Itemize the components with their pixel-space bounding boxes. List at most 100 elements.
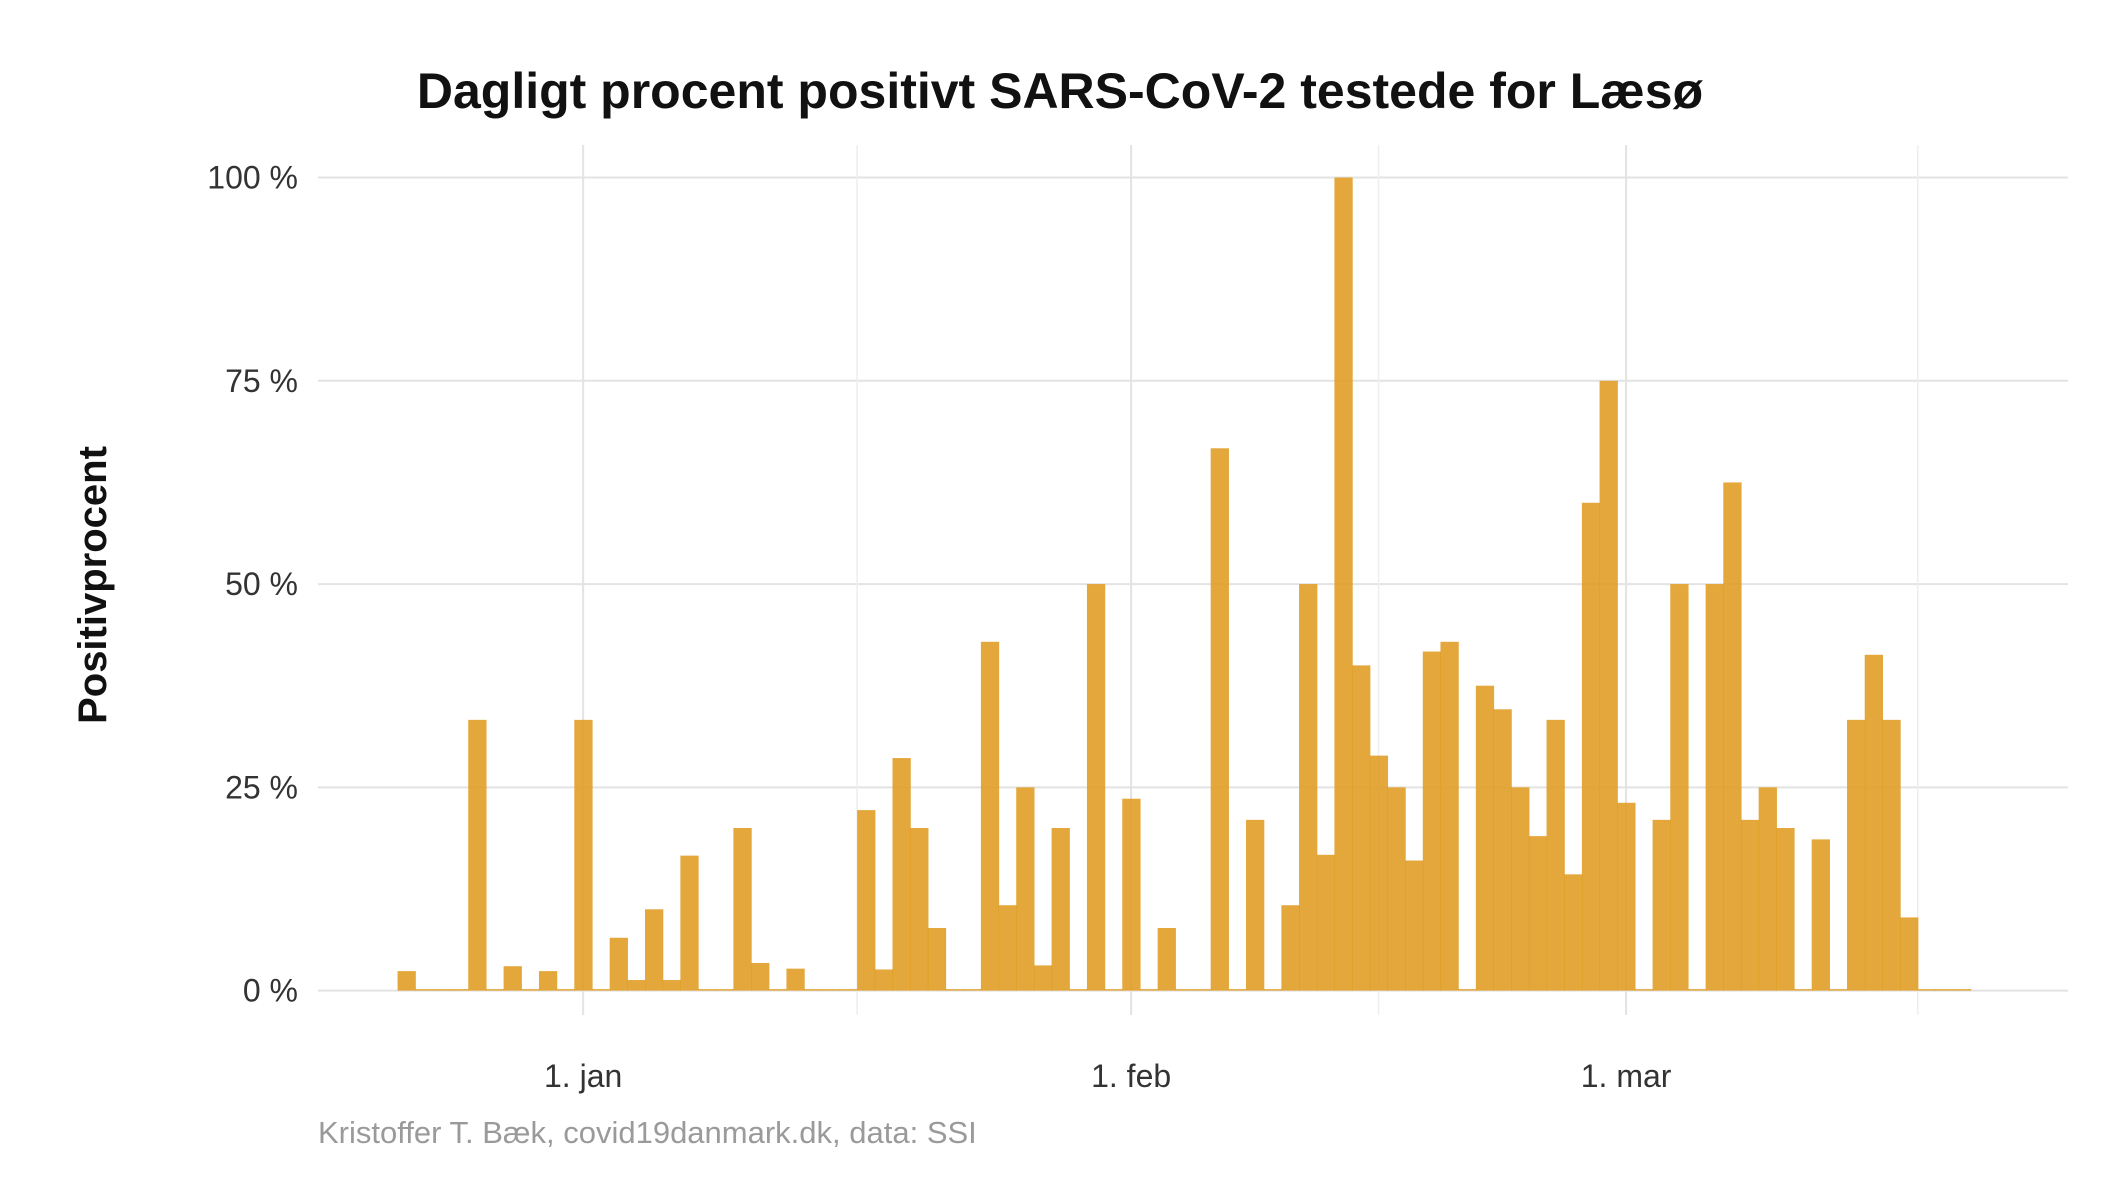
bar [1546,719,1565,991]
bar [768,989,788,991]
bar [468,719,487,991]
bar [538,971,558,991]
y-tick-label: 25 % [225,769,298,805]
bar [1705,584,1724,991]
bar [1670,584,1689,991]
bar [1157,928,1176,991]
bar [574,719,593,991]
bar [1564,874,1583,991]
bar [733,827,752,991]
bar [1723,482,1742,991]
bar [503,966,522,991]
bars [397,177,1972,991]
y-tick-label: 0 % [243,973,298,1009]
bar [1422,651,1442,991]
bar [1917,989,1937,991]
bar [1864,654,1883,991]
bar [1617,802,1636,991]
bar [1369,755,1389,991]
bar [1776,827,1795,991]
bar [1139,989,1159,991]
bar [1051,827,1070,991]
bar [1193,989,1212,991]
bar [432,989,452,991]
bar [1528,836,1548,991]
grid-lines [318,145,2068,1015]
bar [1493,709,1512,991]
bar [1935,989,1954,991]
bar [1652,819,1671,991]
bar [786,968,805,991]
x-tick-label: 1. mar [1581,1058,1672,1094]
bar [1246,819,1265,991]
bar [1811,839,1830,991]
bar [839,989,858,991]
x-axis-ticks: 1. jan 1. feb 1. mar [544,1058,1672,1094]
bar [874,969,894,991]
bar [1794,989,1813,991]
bar [1263,989,1282,991]
bar [1511,787,1530,991]
bar [521,989,540,991]
bar [1458,989,1477,991]
bar [1847,719,1866,991]
x-tick-label: 1. jan [544,1058,622,1094]
bar [821,989,841,991]
bar [1599,380,1618,991]
y-tick-label: 50 % [225,566,298,602]
bar [945,989,964,991]
bar [698,989,717,991]
bar [910,827,929,991]
bar [1033,965,1053,991]
bar [857,810,876,991]
chart-caption: Kristoffer T. Bæk, covid19danmark.dk, da… [318,1115,977,1150]
bar [591,989,611,991]
y-tick-label: 75 % [225,363,298,399]
bar [1069,989,1088,991]
bar [927,928,947,991]
bar [1581,502,1601,991]
bar [1900,917,1919,991]
bar [1016,787,1035,991]
bar [662,980,681,991]
bar [804,989,823,991]
bar [1334,177,1353,991]
x-tick-label: 1. feb [1091,1058,1171,1094]
bar [680,855,699,991]
bar [1882,719,1901,991]
bar [715,989,735,991]
bar [1228,989,1247,991]
bar [1352,665,1371,991]
bar [1316,854,1336,991]
bar [1387,787,1406,991]
bar [1687,989,1707,991]
bar [1740,819,1760,991]
bar [963,989,982,991]
bar [556,989,575,991]
bar [645,909,664,991]
bar [998,905,1017,991]
bar [1829,989,1848,991]
bar [415,989,434,991]
bar [1175,989,1194,991]
bar [1405,860,1424,991]
bar [627,980,646,991]
bar [450,989,469,991]
bar [609,937,628,991]
y-axis-ticks: 0 % 25 % 50 % 75 % 100 % [207,160,298,1009]
bar [1475,685,1495,991]
bar [751,962,770,991]
bar [1299,584,1318,991]
bar [980,641,1000,991]
bar [1104,989,1123,991]
y-axis-label: Positivprocent [71,446,115,724]
bar [485,989,505,991]
bar [892,758,911,991]
bar [1281,905,1300,991]
bar [1758,787,1777,991]
y-tick-label: 100 % [207,160,298,196]
bar [1086,584,1106,991]
bar [1210,448,1229,991]
chart-title: Dagligt procent positivt SARS-CoV-2 test… [417,63,1704,119]
bar [1953,989,1972,991]
